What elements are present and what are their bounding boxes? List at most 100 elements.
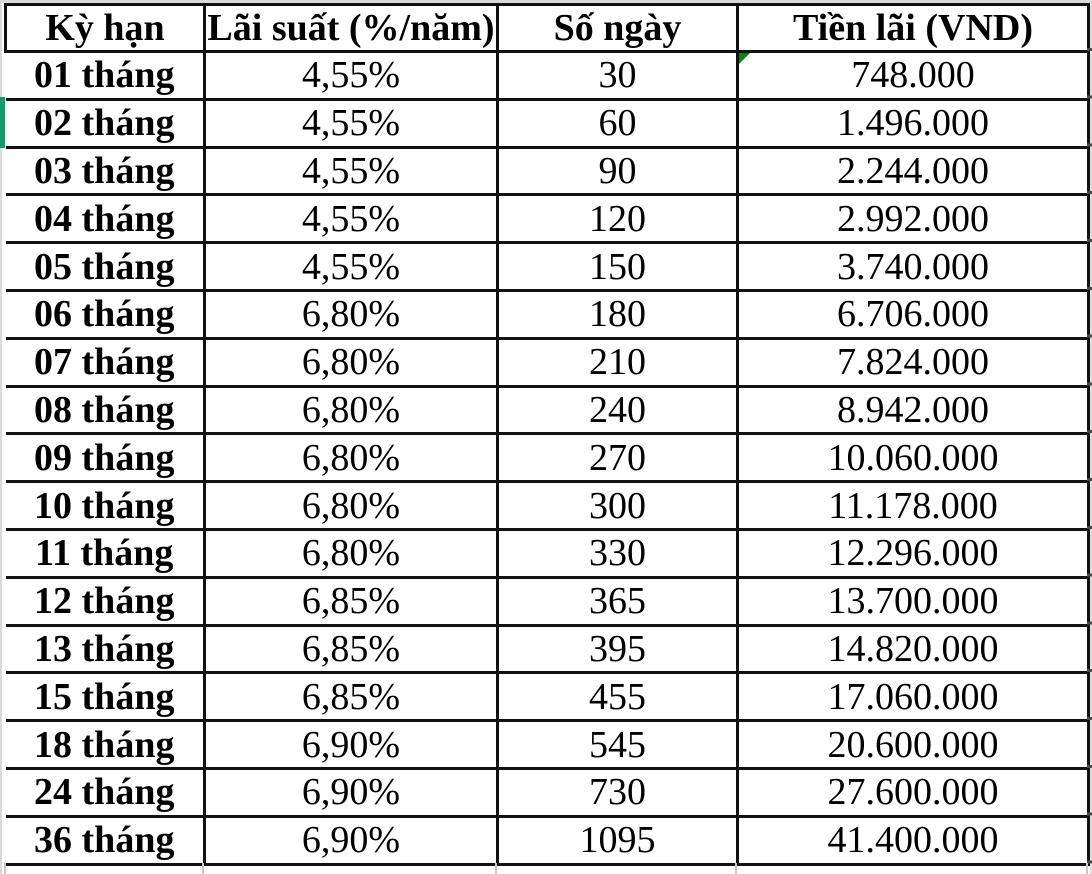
row-border-continuation bbox=[1087, 3, 1092, 865]
cell-days[interactable]: 395 bbox=[496, 623, 739, 675]
cell-interest[interactable]: 3.740.000 bbox=[736, 241, 1090, 292]
cell-term[interactable]: 24 tháng bbox=[5, 766, 206, 818]
cell-days[interactable]: 240 bbox=[496, 384, 739, 436]
table-row: 06 tháng 6,80% 180 6.706.000 bbox=[5, 288, 1090, 340]
cell-rate[interactable]: 6,90% bbox=[203, 766, 499, 818]
header-row: Kỳ hạn Lãi suất (%/năm) Số ngày Tiền lãi… bbox=[4, 3, 1090, 53]
cell-rate[interactable]: 6,80% bbox=[203, 432, 499, 484]
table-row: 09 tháng 6,80% 270 10.060.000 bbox=[5, 432, 1090, 484]
cell-term[interactable]: 04 tháng bbox=[5, 193, 206, 245]
table-row: 36 tháng 6,90% 1095 41.400.000 bbox=[5, 814, 1090, 866]
cell-rate[interactable]: 6,80% bbox=[203, 384, 499, 436]
cell-interest[interactable]: 7.824.000 bbox=[736, 336, 1090, 388]
cell-days[interactable]: 120 bbox=[496, 193, 739, 245]
cell-rate[interactable]: 4,55% bbox=[203, 193, 499, 245]
cell-days[interactable]: 300 bbox=[496, 480, 739, 531]
bottom-gridline bbox=[202, 863, 204, 874]
table-row: 12 tháng 6,85% 365 13.700.000 bbox=[5, 575, 1090, 627]
cell-interest[interactable]: 20.600.000 bbox=[736, 719, 1090, 770]
cell-term[interactable]: 36 tháng bbox=[5, 814, 206, 866]
cell-interest[interactable]: 13.700.000 bbox=[736, 575, 1090, 627]
cell-interest[interactable]: 748.000 bbox=[736, 50, 1090, 101]
interest-rate-table: Kỳ hạn Lãi suất (%/năm) Số ngày Tiền lãi… bbox=[4, 3, 1090, 866]
cell-interest[interactable]: 41.400.000 bbox=[736, 814, 1090, 866]
table-row: 02 tháng 4,55% 60 1.496.000 bbox=[5, 97, 1090, 149]
header-days[interactable]: Số ngày bbox=[496, 3, 739, 53]
cell-term[interactable]: 02 tháng bbox=[5, 97, 206, 149]
cell-term[interactable]: 06 tháng bbox=[5, 288, 206, 340]
cell-rate[interactable]: 4,55% bbox=[203, 241, 499, 292]
table-row: 24 tháng 6,90% 730 27.600.000 bbox=[5, 766, 1090, 818]
row-selection-indicator bbox=[0, 97, 5, 148]
cell-rate[interactable]: 6,85% bbox=[203, 623, 499, 675]
cell-term[interactable]: 09 tháng bbox=[5, 432, 206, 484]
left-edge-gridline bbox=[0, 0, 2, 874]
cell-rate[interactable]: 6,80% bbox=[203, 527, 499, 579]
header-term[interactable]: Kỳ hạn bbox=[4, 3, 206, 53]
cell-term[interactable]: 11 tháng bbox=[5, 527, 206, 579]
header-interest[interactable]: Tiền lãi (VND) bbox=[736, 3, 1090, 53]
table-row: 18 tháng 6,90% 545 20.600.000 bbox=[5, 719, 1090, 770]
cell-rate[interactable]: 6,80% bbox=[203, 336, 499, 388]
cell-rate[interactable]: 6,90% bbox=[203, 719, 499, 770]
cell-term[interactable]: 15 tháng bbox=[5, 671, 206, 723]
bottom-gridline bbox=[735, 863, 737, 874]
cell-days[interactable]: 30 bbox=[496, 50, 739, 101]
cell-interest[interactable]: 12.296.000 bbox=[736, 527, 1090, 579]
cell-days[interactable]: 365 bbox=[496, 575, 739, 627]
cell-term[interactable]: 12 tháng bbox=[5, 575, 206, 627]
table-row: 11 tháng 6,80% 330 12.296.000 bbox=[5, 527, 1090, 579]
cell-days[interactable]: 90 bbox=[496, 145, 739, 197]
cell-interest[interactable]: 2.244.000 bbox=[736, 145, 1090, 197]
cell-days[interactable]: 330 bbox=[496, 527, 739, 579]
cell-interest[interactable]: 10.060.000 bbox=[736, 432, 1090, 484]
cell-rate[interactable]: 6,90% bbox=[203, 814, 499, 866]
table-row: 08 tháng 6,80% 240 8.942.000 bbox=[5, 384, 1090, 436]
cell-rate[interactable]: 6,85% bbox=[203, 671, 499, 723]
table-row: 13 tháng 6,85% 395 14.820.000 bbox=[5, 623, 1090, 675]
cell-term[interactable]: 08 tháng bbox=[5, 384, 206, 436]
table-row: 05 tháng 4,55% 150 3.740.000 bbox=[5, 241, 1090, 292]
cell-interest[interactable]: 11.178.000 bbox=[736, 480, 1090, 531]
cell-days[interactable]: 60 bbox=[496, 97, 739, 149]
cell-term[interactable]: 13 tháng bbox=[5, 623, 206, 675]
cell-interest[interactable]: 1.496.000 bbox=[736, 97, 1090, 149]
cell-rate[interactable]: 6,80% bbox=[203, 288, 499, 340]
cell-rate[interactable]: 4,55% bbox=[203, 145, 499, 197]
cell-days[interactable]: 455 bbox=[496, 671, 739, 723]
cell-days[interactable]: 210 bbox=[496, 336, 739, 388]
table-row: 07 tháng 6,80% 210 7.824.000 bbox=[5, 336, 1090, 388]
bottom-gridline bbox=[495, 863, 497, 874]
cell-interest[interactable]: 17.060.000 bbox=[736, 671, 1090, 723]
cell-interest[interactable]: 27.600.000 bbox=[736, 766, 1090, 818]
cell-interest[interactable]: 8.942.000 bbox=[736, 384, 1090, 436]
cell-term[interactable]: 05 tháng bbox=[5, 241, 206, 292]
cell-days[interactable]: 1095 bbox=[496, 814, 739, 866]
cell-days[interactable]: 150 bbox=[496, 241, 739, 292]
cell-term[interactable]: 10 tháng bbox=[5, 480, 206, 531]
bottom-gridline bbox=[1086, 863, 1088, 874]
cell-days[interactable]: 180 bbox=[496, 288, 739, 340]
top-edge-gridline bbox=[0, 0, 1092, 3]
cell-interest[interactable]: 14.820.000 bbox=[736, 623, 1090, 675]
cell-interest[interactable]: 6.706.000 bbox=[736, 288, 1090, 340]
table-body: 01 tháng 4,55% 30 748.000 02 tháng 4,55% 60 1.4… bbox=[5, 50, 1090, 866]
cell-days[interactable]: 545 bbox=[496, 719, 739, 770]
table-row: 10 tháng 6,80% 300 11.178.000 bbox=[5, 480, 1090, 531]
cell-term[interactable]: 07 tháng bbox=[5, 336, 206, 388]
cell-interest[interactable]: 2.992.000 bbox=[736, 193, 1090, 245]
table-row: 03 tháng 4,55% 90 2.244.000 bbox=[5, 145, 1090, 197]
cell-rate[interactable]: 4,55% bbox=[203, 50, 499, 101]
table-row: 04 tháng 4,55% 120 2.992.000 bbox=[5, 193, 1090, 245]
cell-days[interactable]: 270 bbox=[496, 432, 739, 484]
cell-rate[interactable]: 6,85% bbox=[203, 575, 499, 627]
header-rate[interactable]: Lãi suất (%/năm) bbox=[203, 3, 499, 53]
cell-term[interactable]: 18 tháng bbox=[5, 719, 206, 770]
cell-rate[interactable]: 6,80% bbox=[203, 480, 499, 531]
bottom-gridline bbox=[4, 863, 6, 874]
table-row: 15 tháng 6,85% 455 17.060.000 bbox=[5, 671, 1090, 723]
cell-rate[interactable]: 4,55% bbox=[203, 97, 499, 149]
cell-term[interactable]: 01 tháng bbox=[5, 50, 206, 101]
cell-days[interactable]: 730 bbox=[496, 766, 739, 818]
cell-term[interactable]: 03 tháng bbox=[5, 145, 206, 197]
